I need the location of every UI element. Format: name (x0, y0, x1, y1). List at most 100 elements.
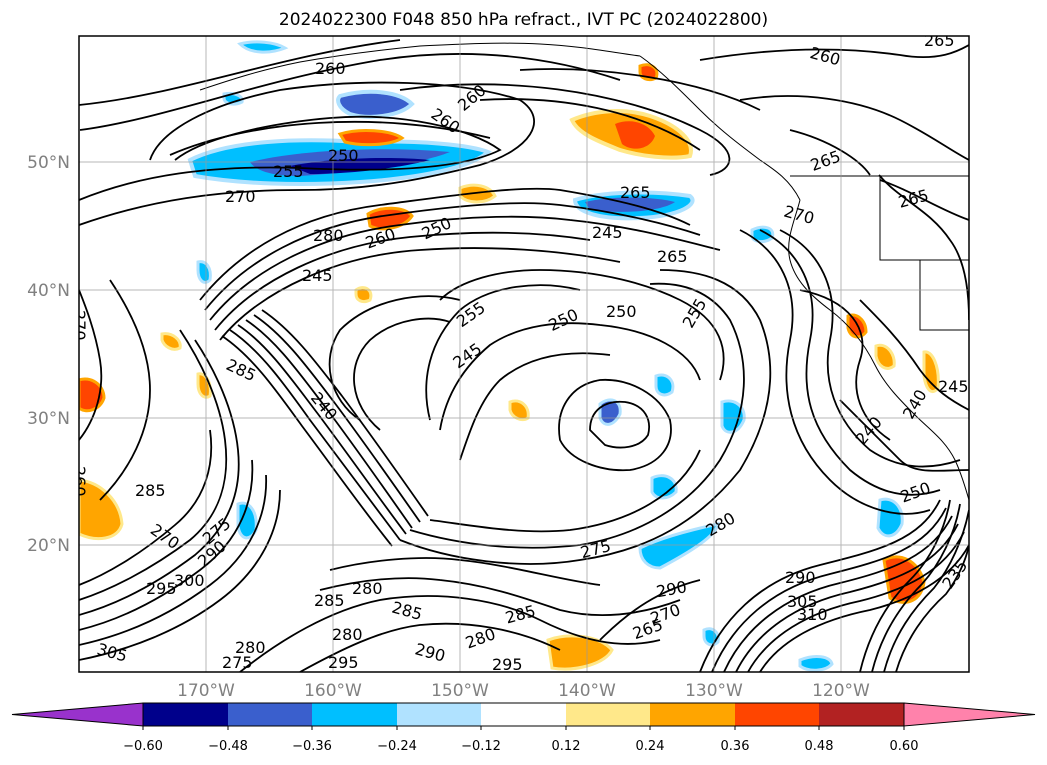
positive-anomaly-patch (79, 478, 124, 541)
contour-label: 305 (787, 592, 818, 611)
contour-label: 280 (313, 226, 344, 245)
contour-line (459, 352, 611, 461)
contour-line (79, 489, 281, 661)
positive-anomaly-patch (922, 350, 940, 393)
contour-line (871, 503, 961, 672)
contour-labels: 260 260 260 260 265 265 265 250 255 270 … (70, 36, 969, 674)
colorbar-tick-label: 0.12 (552, 739, 581, 754)
coastlines (199, 42, 969, 501)
contour-label: 265 (620, 183, 651, 202)
contour-line (199, 187, 691, 301)
colorbar-outline (142, 702, 905, 727)
colorbar-tick-label: −0.24 (377, 739, 417, 754)
lat-label: 50°N (27, 153, 70, 173)
lon-label: 120°W (812, 681, 870, 701)
contour-line (699, 44, 969, 61)
contour-line (204, 202, 701, 311)
contour-label: 250 (606, 302, 637, 321)
contour-label: 245 (938, 377, 969, 396)
contour-line (79, 53, 621, 131)
contour-label: 280 (235, 638, 266, 657)
colorbar-segment (143, 703, 228, 726)
contour-line (245, 319, 413, 529)
contour-label: 260 (315, 59, 346, 78)
colorbar-tick-label: −0.48 (208, 739, 248, 754)
contour-label: 250 (328, 146, 359, 165)
plot-area (79, 36, 969, 672)
contour-label: 265 (657, 247, 688, 266)
lon-label: 160°W (304, 681, 362, 701)
contour-line (739, 229, 931, 515)
contour-line (878, 174, 969, 321)
contour-line (439, 269, 725, 381)
contour-label: 270 (225, 187, 256, 206)
positive-anomaly-patch (546, 634, 614, 671)
contour-line (519, 68, 761, 111)
contour-line (895, 544, 969, 672)
contour-line (558, 379, 672, 472)
contour-label: 275 (222, 653, 253, 672)
contour-line (859, 499, 951, 672)
contour-line (839, 399, 969, 472)
negative-anomaly-patch (798, 655, 834, 672)
colorbar-segment (650, 703, 735, 726)
contour-label: 270 (70, 310, 89, 341)
contour-line (589, 400, 650, 449)
contour-label: 280 (332, 625, 363, 644)
negative-anomaly-patch (720, 399, 746, 434)
contour-line (79, 459, 254, 631)
colorbar-tick-label: −0.12 (461, 739, 501, 754)
graticule (79, 36, 969, 672)
contour-line (439, 322, 701, 431)
colorbar-segment (312, 703, 397, 726)
contour-label: 245 (592, 223, 623, 242)
contour-line (79, 429, 213, 586)
colorbar-segment (397, 703, 481, 726)
alaska-coastline (199, 42, 641, 91)
contour-line (739, 95, 969, 161)
colorbar-extension-low (11, 702, 144, 727)
border-line (879, 175, 969, 261)
negative-anomaly-patch (654, 373, 675, 397)
contour-line (879, 179, 969, 221)
plot-frame (78, 35, 970, 673)
contour-line (735, 523, 959, 672)
contour-line (261, 309, 429, 517)
contour-line (99, 279, 151, 501)
contour-line (409, 282, 745, 549)
contour-line (229, 329, 401, 541)
lat-label: 20°N (27, 536, 70, 556)
lon-label: 140°W (558, 681, 616, 701)
colorbar (11, 702, 1036, 730)
contour-line (239, 595, 661, 672)
contour-line (299, 622, 561, 672)
colorbar-tick-label: 0.48 (805, 739, 834, 754)
contour-line (219, 247, 621, 341)
contour-line (699, 499, 941, 672)
contour-line (169, 120, 491, 156)
contour-line (79, 329, 228, 601)
positive-anomaly-patch (458, 183, 497, 204)
contour-line (747, 531, 965, 672)
contour-line (328, 295, 461, 421)
colorbar-segment (228, 703, 312, 726)
contour-line (759, 229, 941, 496)
colorbar-ticks: −0.60 −0.48 −0.36 −0.24 −0.12 0.12 0.24 … (123, 739, 918, 754)
negative-anomaly-patch (336, 89, 415, 119)
colorbar-tick-label: 0.36 (721, 739, 750, 754)
contour-line (253, 314, 421, 523)
contour-line (429, 449, 701, 533)
contour-label: 300 (174, 571, 205, 590)
contour-line (79, 339, 240, 616)
contour-line (759, 544, 969, 672)
border-line (919, 260, 969, 331)
colorbar-segment (566, 703, 650, 726)
contour-label: 295 (492, 655, 523, 674)
contour-line (883, 509, 969, 672)
negative-anomaly-patch (196, 260, 212, 284)
positive-anomaly-patch (337, 129, 405, 147)
contour-label: 255 (273, 162, 304, 181)
colorbar-segment (819, 703, 904, 726)
negative-anomaly-patch (702, 627, 720, 647)
contour-label: 260 (70, 466, 89, 497)
